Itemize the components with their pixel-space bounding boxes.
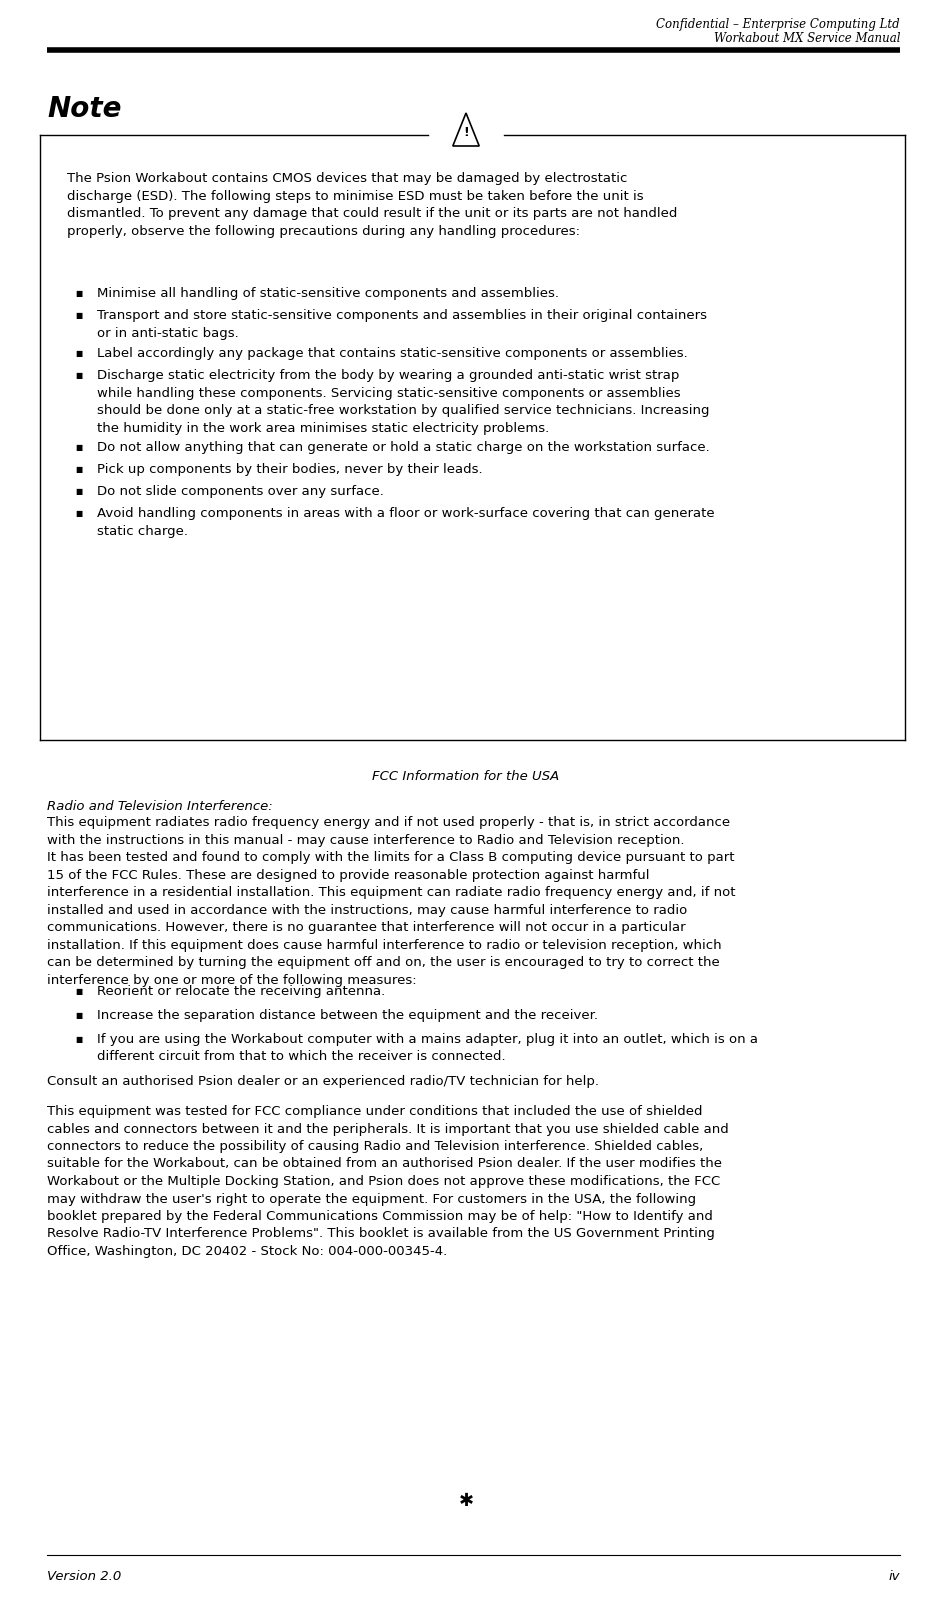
Text: !: ! <box>463 126 469 140</box>
Text: ■: ■ <box>75 986 82 996</box>
Text: ■: ■ <box>75 488 82 496</box>
Text: Transport and store static-sensitive components and assemblies in their original: Transport and store static-sensitive com… <box>97 309 707 339</box>
Text: Consult an authorised Psion dealer or an experienced radio/TV technician for hel: Consult an authorised Psion dealer or an… <box>47 1075 599 1088</box>
Text: ■: ■ <box>75 372 82 380</box>
Text: ■: ■ <box>75 1035 82 1044</box>
Text: ■: ■ <box>75 349 82 357</box>
Text: ✱: ✱ <box>459 1492 473 1509</box>
Text: Do not slide components over any surface.: Do not slide components over any surface… <box>97 484 384 499</box>
Text: This equipment was tested for FCC compliance under conditions that included the : This equipment was tested for FCC compli… <box>47 1105 729 1258</box>
Text: Minimise all handling of static-sensitive components and assemblies.: Minimise all handling of static-sensitiv… <box>97 286 559 299</box>
Text: Do not allow anything that can generate or hold a static charge on the workstati: Do not allow anything that can generate … <box>97 441 710 454</box>
Text: ■: ■ <box>75 442 82 452</box>
Text: ■: ■ <box>75 290 82 298</box>
Text: The Psion Workabout contains CMOS devices that may be damaged by electrostatic
d: The Psion Workabout contains CMOS device… <box>67 172 678 238</box>
Text: This equipment radiates radio frequency energy and if not used properly - that i: This equipment radiates radio frequency … <box>47 816 735 986</box>
Text: If you are using the Workabout computer with a mains adapter, plug it into an ou: If you are using the Workabout computer … <box>97 1033 758 1064</box>
Text: Increase the separation distance between the equipment and the receiver.: Increase the separation distance between… <box>97 1009 598 1022</box>
Text: Confidential – Enterprise Computing Ltd: Confidential – Enterprise Computing Ltd <box>656 18 900 31</box>
Text: Avoid handling components in areas with a floor or work-surface covering that ca: Avoid handling components in areas with … <box>97 507 715 537</box>
Text: Radio and Television Interference:: Radio and Television Interference: <box>47 800 273 813</box>
Text: ■: ■ <box>75 508 82 518</box>
Text: Version 2.0: Version 2.0 <box>47 1570 121 1583</box>
Text: ■: ■ <box>75 465 82 475</box>
Text: FCC Information for the USA: FCC Information for the USA <box>373 771 559 784</box>
Text: Label accordingly any package that contains static-sensitive components or assem: Label accordingly any package that conta… <box>97 348 688 360</box>
Text: Note: Note <box>47 95 121 122</box>
Text: ■: ■ <box>75 1010 82 1020</box>
Text: Workabout MX Service Manual: Workabout MX Service Manual <box>714 32 900 45</box>
Text: Reorient or relocate the receiving antenna.: Reorient or relocate the receiving anten… <box>97 985 385 998</box>
Text: iv: iv <box>888 1570 900 1583</box>
Text: Pick up components by their bodies, never by their leads.: Pick up components by their bodies, neve… <box>97 463 483 476</box>
Text: ■: ■ <box>75 311 82 320</box>
Text: Discharge static electricity from the body by wearing a grounded anti-static wri: Discharge static electricity from the bo… <box>97 368 709 434</box>
